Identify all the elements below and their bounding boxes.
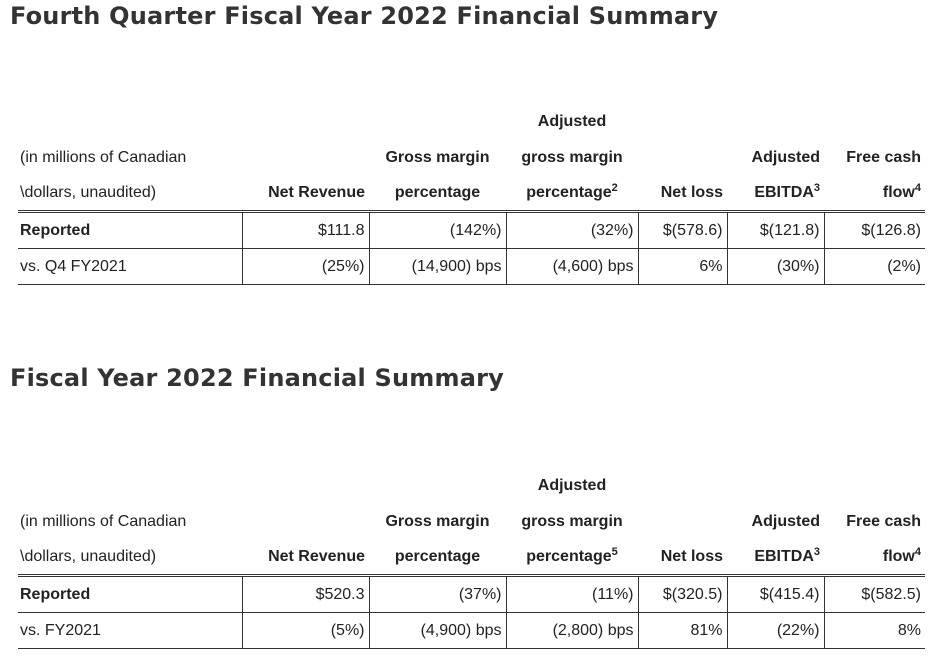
section-title: Fourth Quarter Fiscal Year 2022 Financia… xyxy=(10,2,719,30)
header-description-line1: (in millions of Canadian xyxy=(20,513,187,530)
header-label-text: EBITDA xyxy=(754,548,814,565)
header-label-text: flow xyxy=(882,184,915,201)
header-adjusted-ebitda-line1: Adjusted xyxy=(751,149,820,166)
header-free-cash-flow-line2: flow4 xyxy=(824,176,925,213)
footnote-marker: 4 xyxy=(914,182,921,194)
section-title: Fiscal Year 2022 Financial Summary xyxy=(10,364,504,392)
header-row: Adjusted xyxy=(18,104,925,140)
header-label-text: flow xyxy=(882,548,915,565)
cell-free-cash-flow: 8% xyxy=(824,612,925,649)
header-row: (in millions of Canadian Gross margin gr… xyxy=(18,140,925,176)
cell-gross-margin: (14,900) bps xyxy=(369,248,507,285)
header-row: \dollars, unaudited) Net Revenue percent… xyxy=(18,540,925,577)
header-adjusted-gross-margin-line0: Adjusted xyxy=(537,477,607,494)
header-description-line2: \dollars, unaudited) xyxy=(18,540,242,577)
financial-summary-table: Adjusted (in millions of Canadian Gross … xyxy=(18,104,925,285)
header-free-cash-flow-line1: Free cash xyxy=(846,513,921,530)
row-label: vs. Q4 FY2021 xyxy=(18,248,243,285)
cell-net-revenue: (5%) xyxy=(242,612,370,649)
header-gross-margin-line1: Gross margin xyxy=(385,149,490,166)
header-row: Adjusted xyxy=(18,468,925,504)
cell-net-loss: $(578.6) xyxy=(638,211,728,249)
footnote-marker: 2 xyxy=(611,182,618,194)
cell-net-loss: 81% xyxy=(638,612,728,649)
cell-gross-margin: (37%) xyxy=(369,575,507,613)
row-label: Reported xyxy=(18,211,243,249)
table-row: vs. FY2021 (5%) (4,900) bps (2,800) bps … xyxy=(18,612,925,649)
row-label: vs. FY2021 xyxy=(18,612,243,649)
header-row: (in millions of Canadian Gross margin gr… xyxy=(18,504,925,540)
header-adjusted-gross-margin-line1: gross margin xyxy=(521,513,623,530)
header-description-line2: \dollars, unaudited) xyxy=(18,176,242,213)
cell-adjusted-gross-margin: (4,600) bps xyxy=(506,248,639,285)
financial-summary-table: Adjusted (in millions of Canadian Gross … xyxy=(18,468,925,649)
header-adjusted-ebitda-line1: Adjusted xyxy=(751,513,820,530)
table-row: Reported $111.8 (142%) (32%) $(578.6) $(… xyxy=(18,211,925,249)
footnote-marker: 4 xyxy=(914,546,921,558)
row-label: Reported xyxy=(18,575,243,613)
cell-net-revenue: (25%) xyxy=(242,248,370,285)
footnote-marker: 5 xyxy=(611,546,618,558)
cell-adjusted-ebitda: (30%) xyxy=(727,248,825,285)
cell-gross-margin: (142%) xyxy=(369,211,507,249)
cell-gross-margin: (4,900) bps xyxy=(369,612,507,649)
cell-adjusted-gross-margin: (32%) xyxy=(506,211,639,249)
header-description-line1: (in millions of Canadian xyxy=(20,149,187,166)
cell-net-revenue: $520.3 xyxy=(242,575,370,613)
header-gross-margin-line2: percentage xyxy=(369,540,506,577)
cell-free-cash-flow: (2%) xyxy=(824,248,925,285)
cell-adjusted-ebitda: (22%) xyxy=(727,612,825,649)
header-adjusted-gross-margin-line1: gross margin xyxy=(521,149,623,166)
header-gross-margin-line1: Gross margin xyxy=(385,513,490,530)
table-row: Reported $520.3 (37%) (11%) $(320.5) $(4… xyxy=(18,575,925,613)
table-row: vs. Q4 FY2021 (25%) (14,900) bps (4,600)… xyxy=(18,248,925,285)
cell-adjusted-ebitda: $(415.4) xyxy=(727,575,825,613)
cell-adjusted-gross-margin: (2,800) bps xyxy=(506,612,639,649)
cell-adjusted-ebitda: $(121.8) xyxy=(727,211,825,249)
header-label-text: EBITDA xyxy=(754,184,814,201)
cell-net-loss: 6% xyxy=(638,248,728,285)
header-net-loss: Net loss xyxy=(638,176,727,213)
header-gross-margin-line2: percentage xyxy=(369,176,506,213)
header-net-revenue: Net Revenue xyxy=(242,540,369,577)
header-adjusted-gross-margin-line0: Adjusted xyxy=(537,113,607,130)
header-net-loss: Net loss xyxy=(638,540,727,577)
cell-net-revenue: $111.8 xyxy=(242,211,370,249)
cell-adjusted-gross-margin: (11%) xyxy=(506,575,639,613)
header-adjusted-ebitda-line2: EBITDA3 xyxy=(727,176,824,213)
footnote-marker: 3 xyxy=(813,546,820,558)
header-adjusted-gross-margin-line2: percentage5 xyxy=(506,540,638,577)
cell-free-cash-flow: $(126.8) xyxy=(824,211,925,249)
header-label-text: percentage xyxy=(526,548,612,565)
footnote-marker: 3 xyxy=(813,182,820,194)
header-free-cash-flow-line2: flow4 xyxy=(824,540,925,577)
header-row: \dollars, unaudited) Net Revenue percent… xyxy=(18,176,925,213)
header-adjusted-ebitda-line2: EBITDA3 xyxy=(727,540,824,577)
header-label-text: percentage xyxy=(526,184,612,201)
header-free-cash-flow-line1: Free cash xyxy=(846,149,921,166)
cell-net-loss: $(320.5) xyxy=(638,575,728,613)
header-net-revenue: Net Revenue xyxy=(242,176,369,213)
cell-free-cash-flow: $(582.5) xyxy=(824,575,925,613)
header-adjusted-gross-margin-line2: percentage2 xyxy=(506,176,638,213)
